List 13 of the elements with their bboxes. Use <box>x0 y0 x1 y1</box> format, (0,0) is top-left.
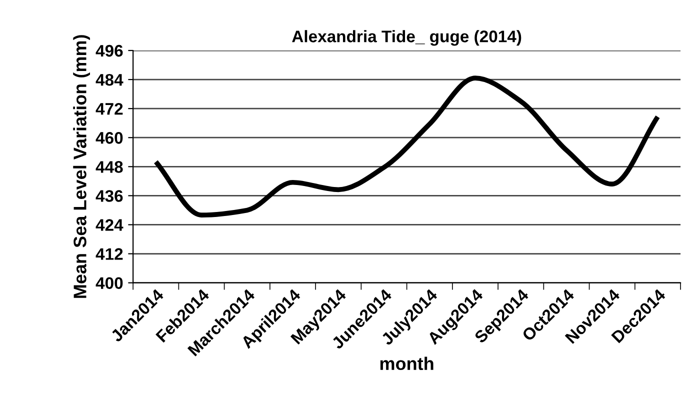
y-tick-label: 496 <box>96 44 123 57</box>
y-tick-label: 484 <box>96 74 124 86</box>
y-tick-label: 400 <box>96 277 123 290</box>
y-axis-title: Mean Sea Level Variation (mm) <box>73 35 90 298</box>
y-tick-label: 448 <box>96 161 123 173</box>
y-tick-label: 436 <box>96 190 123 202</box>
y-tick-label: 472 <box>96 102 123 115</box>
chart-title: Alexandria Tide_ guge (2014) <box>292 30 522 46</box>
line-series <box>153 76 660 218</box>
y-tick-label: 460 <box>96 132 123 144</box>
y-tick-label: 424 <box>96 219 124 231</box>
y-tick-label: 412 <box>96 248 123 260</box>
x-axis-title: month <box>380 356 434 370</box>
